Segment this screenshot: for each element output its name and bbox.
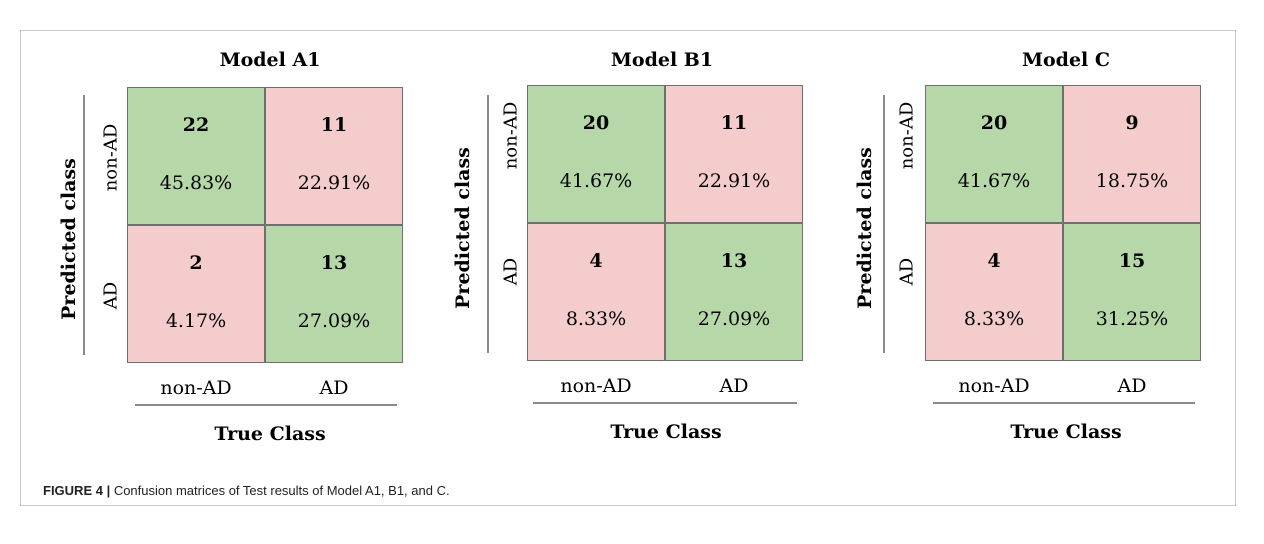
cell-percent: 18.75% [1095, 170, 1169, 192]
figure-frame: Model A1 Predicted class non-AD AD 22 45… [20, 30, 1236, 506]
cell-pred-nonad-true-nonad: 20 41.67% [925, 85, 1063, 223]
cell-pred-nonad-true-ad: 11 22.91% [265, 87, 403, 225]
cell-pred-ad-true-nonad: 2 4.17% [127, 225, 265, 363]
cell-count: 2 [189, 252, 203, 274]
y-tick-label-ad: AD [100, 281, 122, 310]
cell-count: 4 [589, 250, 603, 272]
y-axis-rule [883, 95, 885, 353]
cell-percent: 27.09% [297, 310, 371, 332]
cell-count: 4 [987, 250, 1001, 272]
cell-percent: 8.33% [565, 308, 627, 330]
cell-percent: 4.17% [165, 310, 227, 332]
cell-count: 13 [320, 252, 348, 274]
cell-count: 11 [720, 112, 748, 134]
cell-count: 20 [582, 112, 610, 134]
x-tick-label-ad: AD [319, 377, 349, 399]
x-tick-label-non-ad: non-AD [160, 377, 232, 399]
cell-pred-nonad-true-nonad: 22 45.83% [127, 87, 265, 225]
cell-percent: 45.83% [159, 172, 233, 194]
x-tick-label-ad: AD [1117, 375, 1147, 397]
x-tick-label-non-ad: non-AD [560, 375, 632, 397]
cell-percent: 22.91% [297, 172, 371, 194]
cell-pred-ad-true-ad: 13 27.09% [265, 225, 403, 363]
cell-count: 13 [720, 250, 748, 272]
caption-label: FIGURE 4 | [43, 483, 111, 498]
y-axis-rule [83, 95, 85, 355]
cell-percent: 31.25% [1095, 308, 1169, 330]
cell-pred-ad-true-nonad: 4 8.33% [527, 223, 665, 361]
y-tick-label-non-ad: non-AD [100, 123, 122, 192]
y-axis-rule [487, 95, 489, 353]
cell-pred-ad-true-ad: 13 27.09% [665, 223, 803, 361]
panel-title: Model A1 [219, 49, 321, 71]
y-axis-label: Predicted class [58, 158, 80, 320]
x-axis-rule [933, 402, 1195, 404]
cell-percent: 22.91% [697, 170, 771, 192]
cell-percent: 41.67% [957, 170, 1031, 192]
cell-count: 20 [980, 112, 1008, 134]
cell-count: 11 [320, 114, 348, 136]
cell-percent: 41.67% [559, 170, 633, 192]
cell-pred-ad-true-nonad: 4 8.33% [925, 223, 1063, 361]
cell-pred-nonad-true-ad: 9 18.75% [1063, 85, 1201, 223]
cell-pred-nonad-true-ad: 11 22.91% [665, 85, 803, 223]
cell-percent: 27.09% [697, 308, 771, 330]
cell-pred-ad-true-ad: 15 31.25% [1063, 223, 1201, 361]
y-axis-label: Predicted class [854, 147, 876, 309]
cell-count: 22 [182, 114, 210, 136]
y-tick-label-non-ad: non-AD [896, 101, 918, 170]
y-tick-label-ad: AD [896, 257, 918, 286]
x-axis-rule [533, 402, 797, 404]
y-axis-label: Predicted class [452, 147, 474, 309]
x-axis-label: True Class [214, 423, 326, 445]
x-tick-label-non-ad: non-AD [958, 375, 1030, 397]
figure-caption: FIGURE 4 | Confusion matrices of Test re… [43, 483, 450, 498]
cell-pred-nonad-true-nonad: 20 41.67% [527, 85, 665, 223]
y-tick-label-non-ad: non-AD [500, 101, 522, 170]
y-tick-label-ad: AD [500, 257, 522, 286]
confusion-matrix: 20 41.67% 9 18.75% 4 8.33% 15 31.25% [925, 85, 1201, 361]
x-axis-label: True Class [610, 421, 722, 443]
panel-title: Model C [1021, 49, 1111, 71]
cell-percent: 8.33% [963, 308, 1025, 330]
confusion-matrix: 22 45.83% 11 22.91% 2 4.17% 13 27.09% [127, 87, 403, 363]
x-axis-rule [135, 404, 397, 406]
confusion-matrix: 20 41.67% 11 22.91% 4 8.33% 13 27.09% [527, 85, 803, 361]
x-tick-label-ad: AD [719, 375, 749, 397]
caption-text: Confusion matrices of Test results of Mo… [110, 483, 450, 498]
panel-title: Model B1 [610, 49, 714, 71]
cell-count: 9 [1125, 112, 1139, 134]
x-axis-label: True Class [1010, 421, 1122, 443]
cell-count: 15 [1118, 250, 1146, 272]
